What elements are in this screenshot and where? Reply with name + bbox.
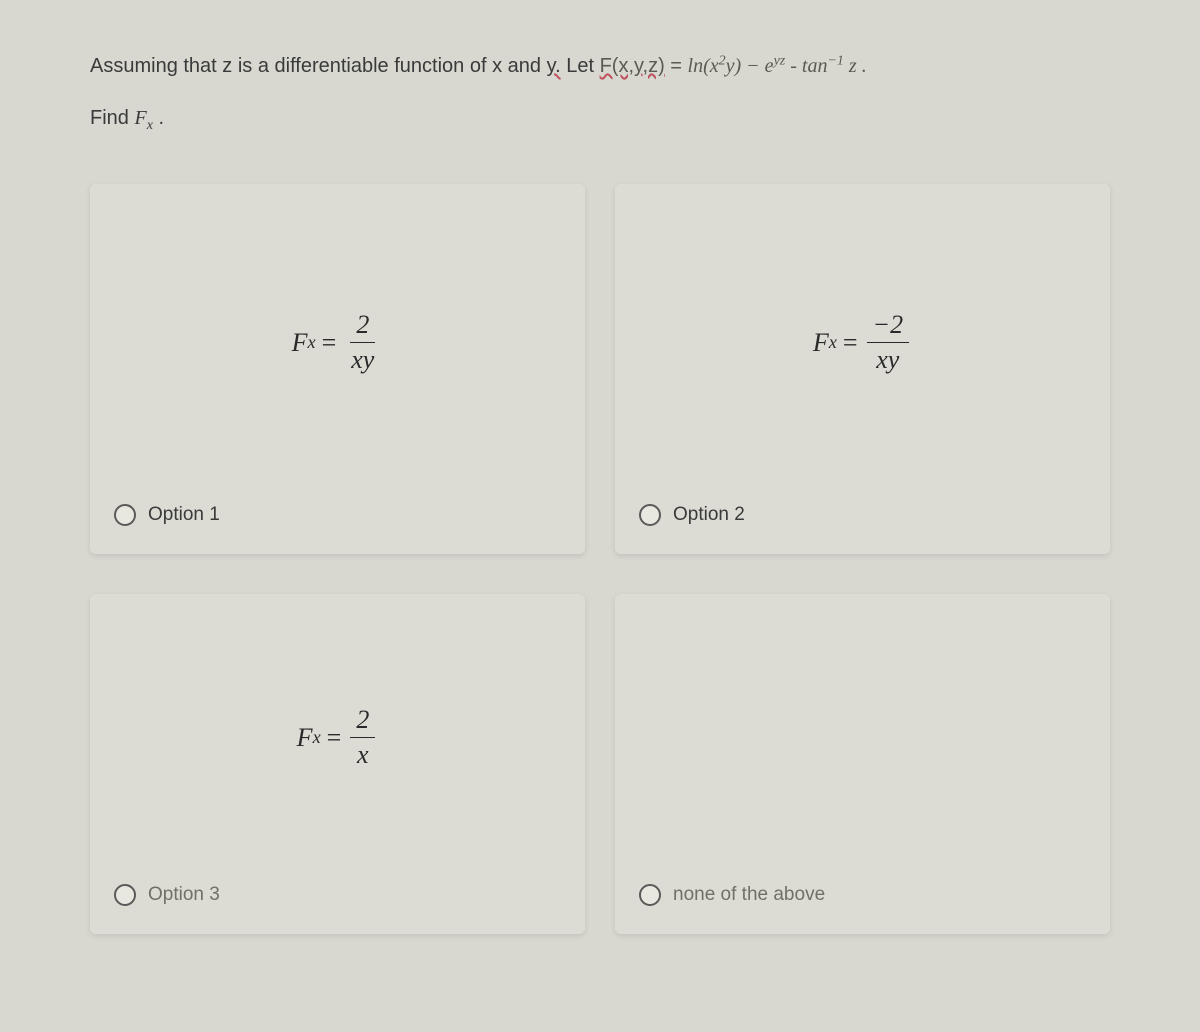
radio-icon [114,884,136,906]
opt1-F: F [292,328,308,358]
question-rhs-e: e [765,55,774,77]
question-rhs-exp: yz [774,53,786,68]
question-let: Let [561,55,600,77]
option-3-selector[interactable]: Option 3 [110,876,565,914]
option-1-selector[interactable]: Option 1 [110,496,565,534]
find-dot: . [153,107,164,129]
opt2-F: F [813,328,829,358]
option-2-label: Option 2 [673,504,745,526]
option-4-box: none of the above [615,594,1110,934]
option-2-box: Fx = −2 xy Option 2 [615,184,1110,554]
option-3-label: Option 3 [148,884,220,906]
opt3-fraction: 2 x [350,705,375,770]
radio-icon [639,884,661,906]
option-3-formula: Fx = 2 x [297,705,379,770]
question-rhs-z: z . [844,55,867,77]
question-statement: Assuming that z is a differentiable func… [90,50,1110,82]
opt1-den: xy [345,343,380,375]
radio-icon [639,504,661,526]
option-3-formula-area: Fx = 2 x [110,614,565,861]
question-func: F(x,y,z) [600,55,665,77]
opt2-num: −2 [867,310,910,343]
question-y: y. [547,55,561,77]
option-2-formula-area: Fx = −2 xy [635,204,1090,481]
opt1-eq: = [322,328,337,358]
options-grid: Fx = 2 xy Option 1 Fx = −2 xy [90,184,1110,934]
question-rhs-ln: ln(x [688,55,719,77]
option-2-selector[interactable]: Option 2 [635,496,1090,534]
option-4-selector[interactable]: none of the above [635,876,1090,914]
question-rhs-minus2: - tan [785,55,827,77]
opt2-den: xy [870,343,905,375]
find-var: F [134,107,146,129]
find-prefix: Find [90,107,134,129]
option-3-box: Fx = 2 x Option 3 [90,594,585,934]
question-eq: = [665,55,688,77]
option-2-formula: Fx = −2 xy [813,310,912,375]
opt3-eq: = [327,723,342,753]
opt3-F: F [297,723,313,753]
question-rhs-inv: −1 [827,53,843,68]
option-1-formula-area: Fx = 2 xy [110,204,565,481]
option-1-formula: Fx = 2 xy [292,310,384,375]
option-1-box: Fx = 2 xy Option 1 [90,184,585,554]
opt1-num: 2 [350,310,375,343]
question-rhs-sq: 2 [719,53,726,68]
opt2-sub: x [829,332,837,353]
radio-icon [114,504,136,526]
option-4-label: none of the above [673,884,825,906]
option-4-empty-area [635,614,1090,861]
opt1-sub: x [308,332,316,353]
opt3-den: x [351,738,375,770]
opt2-eq: = [843,328,858,358]
opt3-num: 2 [350,705,375,738]
question-prefix: Assuming that z is a differentiable func… [90,55,547,77]
question-rhs-y: y) [726,55,742,77]
opt2-fraction: −2 xy [867,310,910,375]
opt3-sub: x [313,727,321,748]
find-instruction: Find Fx . [90,107,1110,134]
question-rhs-minus1: − [741,55,765,77]
option-1-label: Option 1 [148,504,220,526]
opt1-fraction: 2 xy [345,310,380,375]
